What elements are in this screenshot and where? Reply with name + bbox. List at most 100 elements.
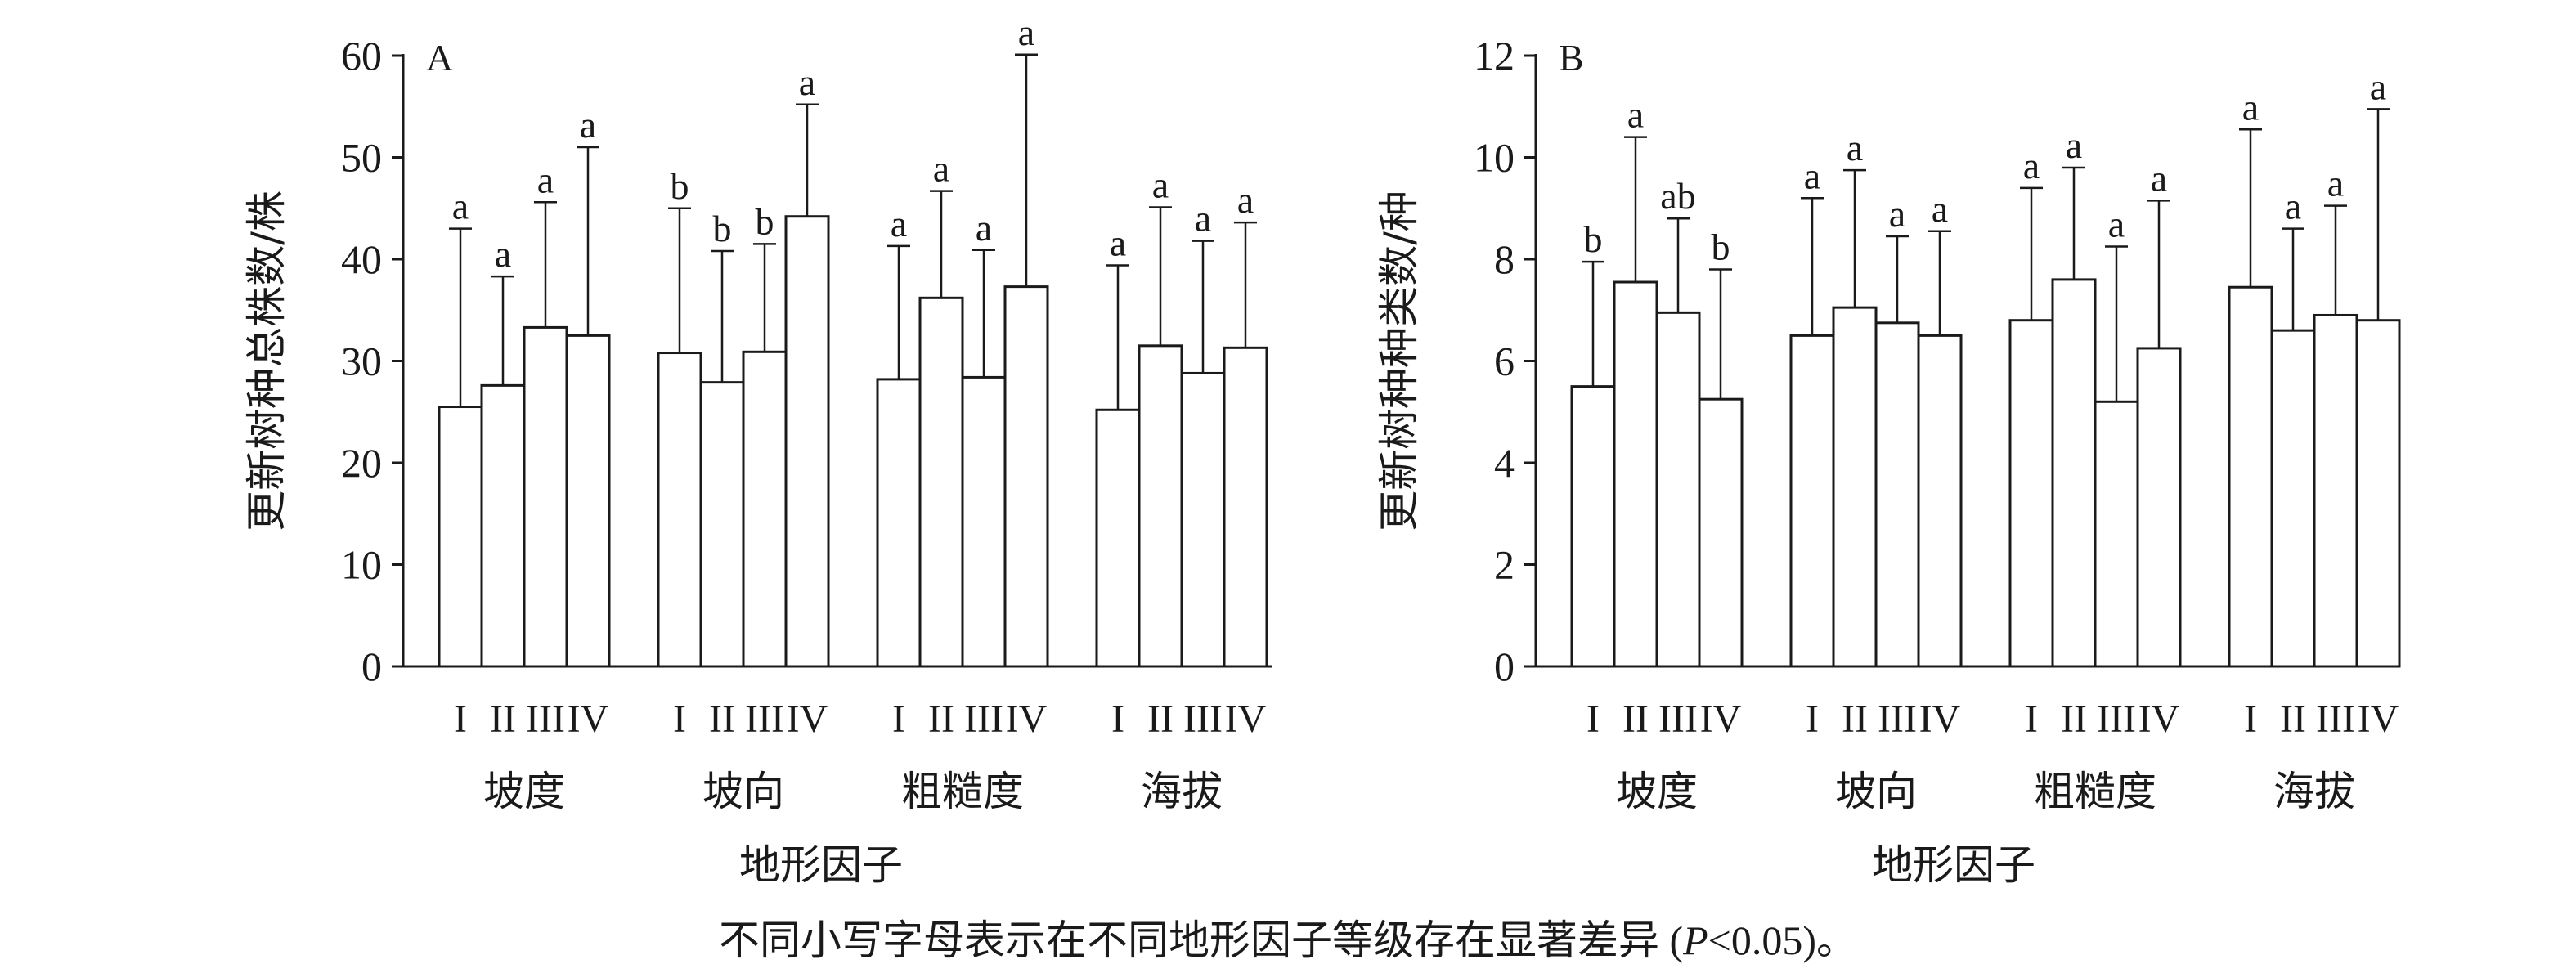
significance-letter: ab [1660, 175, 1695, 217]
level-tick-label: II [2280, 697, 2306, 741]
bar [438, 406, 483, 668]
bar [2008, 319, 2054, 668]
panel-label: A [426, 37, 453, 78]
significance-letter: a [452, 186, 469, 227]
significance-letter: a [2370, 65, 2386, 107]
significance-letter: a [2242, 86, 2259, 128]
group-label: 坡度 [1616, 768, 1698, 815]
level-tick-label: III [1183, 697, 1223, 741]
significance-letter: a [1847, 127, 1863, 168]
significance-letter: b [713, 208, 732, 249]
y-tick-label: 50 [341, 135, 382, 181]
significance-letter: a [2285, 186, 2301, 227]
bar [1874, 321, 1920, 668]
level-tick-label: I [892, 697, 905, 741]
level-tick-label: III [964, 697, 1003, 741]
significance-letter: a [2108, 203, 2125, 244]
bar [565, 334, 611, 668]
group-label: 粗糙度 [901, 768, 1024, 815]
group-label: 海拔 [1141, 768, 1223, 815]
level-tick-label: IV [1700, 697, 1742, 741]
level-tick-label: IV [568, 697, 609, 741]
level-tick-label: II [1147, 697, 1174, 741]
bar [918, 296, 964, 668]
y-tick-label: 8 [1494, 236, 1515, 282]
significance-letter: a [1889, 193, 1905, 235]
y-tick-label: 20 [341, 440, 382, 486]
bar [1698, 397, 1744, 668]
significance-letter: a [1110, 222, 1126, 263]
group-label: 坡向 [702, 768, 784, 815]
level-tick-label: III [745, 697, 784, 741]
bar [1613, 280, 1658, 668]
significance-letter: a [537, 159, 554, 200]
bar [1655, 311, 1701, 668]
level-tick-label: II [2061, 697, 2087, 741]
significance-letter: a [976, 207, 992, 249]
level-tick-label: I [454, 697, 467, 741]
level-tick-label: I [1806, 697, 1819, 741]
significance-letter: a [2327, 163, 2344, 204]
y-tick-label: 0 [361, 643, 382, 689]
bar [876, 378, 922, 668]
significance-letter: a [933, 148, 949, 190]
y-axis-title: 更新树种总株数/株 [243, 191, 290, 531]
bar [699, 381, 745, 668]
group-label: 粗糙度 [2034, 768, 2156, 815]
bar [2313, 313, 2358, 668]
level-tick-label: III [1658, 697, 1698, 741]
bar [2270, 329, 2316, 668]
significance-letter: b [1584, 218, 1603, 260]
significance-letter: a [2066, 124, 2082, 166]
bar [742, 350, 788, 668]
level-tick-label: I [673, 697, 686, 741]
y-axis-title: 更新树种种类数/种 [1376, 191, 1423, 531]
significance-letter: a [1804, 155, 1820, 196]
significance-letter: b [756, 200, 774, 242]
bar [961, 375, 1007, 668]
panel-label: B [1559, 37, 1584, 78]
bar [1138, 344, 1183, 668]
level-tick-label: III [2097, 697, 2136, 741]
significance-letter: a [799, 61, 815, 103]
level-tick-label: III [2316, 697, 2355, 741]
bar [2355, 319, 2401, 668]
bar [523, 325, 568, 668]
significance-letter: a [2151, 157, 2167, 199]
group-label: 坡向 [1835, 768, 1917, 815]
y-tick-label: 12 [1474, 33, 1515, 78]
y-tick-label: 30 [341, 339, 382, 384]
figure-caption: 不同小写字母表示在不同地形因子等级存在显著差异 (P<0.05)。 [0, 908, 2576, 966]
level-tick-label: IV [1006, 697, 1048, 741]
bar [1180, 371, 1226, 668]
level-tick-label: I [1111, 697, 1124, 741]
y-tick-label: 10 [1474, 135, 1515, 181]
y-tick-label: 4 [1494, 440, 1515, 486]
significance-letter: a [2023, 145, 2040, 186]
bar [1003, 285, 1049, 668]
bar [784, 215, 830, 668]
group-label: 海拔 [2273, 768, 2355, 815]
level-tick-label: IV [1225, 697, 1267, 741]
bar [1832, 306, 1878, 668]
level-tick-label: II [490, 697, 516, 741]
significance-letter: a [1932, 188, 1948, 230]
level-tick-label: I [2244, 697, 2257, 741]
significance-letter: a [1018, 11, 1034, 53]
bar [1095, 408, 1141, 668]
bar [2051, 278, 2097, 668]
y-tick-label: 2 [1494, 542, 1515, 588]
bar [1789, 334, 1835, 668]
level-tick-label: IV [2138, 697, 2180, 741]
level-tick-label: IV [1919, 697, 1961, 741]
y-tick-label: 40 [341, 236, 382, 282]
x-axis-title: 地形因子 [739, 841, 903, 889]
level-tick-label: II [928, 697, 954, 741]
significance-letter: a [1237, 179, 1254, 221]
significance-letter: b [671, 165, 689, 207]
y-tick-label: 60 [341, 33, 382, 78]
y-tick-label: 0 [1494, 643, 1515, 689]
